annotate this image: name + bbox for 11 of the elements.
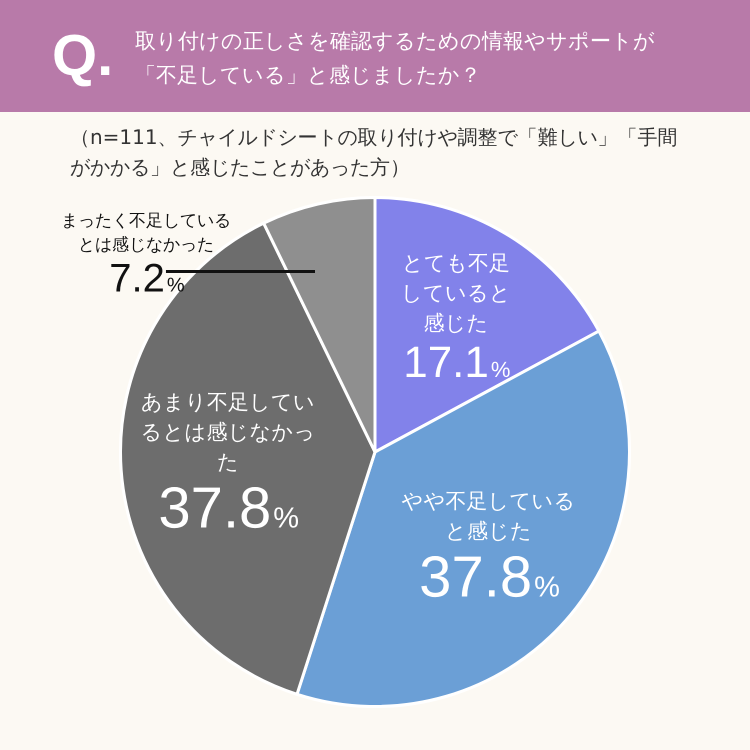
text: Q. bbox=[52, 22, 114, 89]
data-label: 7.2% bbox=[109, 256, 185, 300]
chart-subtitle: （n=111、チャイルドシートの取り付けや調整で「難しい」「手間がかかる」と感じたことがあった方） bbox=[70, 124, 679, 181]
data-label: 37.8% bbox=[158, 476, 300, 541]
slice-label: とても不足していると感じた bbox=[400, 250, 511, 335]
slice-label: やや不足していると感じた bbox=[402, 488, 576, 543]
slice-label: まったく不足しているとは感じなかった bbox=[60, 210, 231, 255]
slice-label: あまり不足しているとは感じなかった bbox=[140, 390, 316, 474]
chart-title: 取り付けの正しさを確認するための情報やサポートが「不足している」と感じましたか？ bbox=[135, 28, 656, 89]
data-label: 17.1% bbox=[403, 338, 510, 387]
data-label: 37.8% bbox=[419, 544, 560, 610]
